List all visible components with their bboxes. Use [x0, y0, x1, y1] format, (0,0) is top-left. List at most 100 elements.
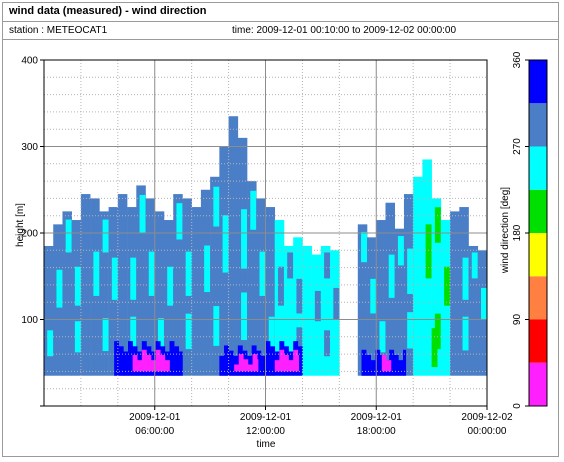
data-cell: [386, 360, 392, 372]
x-tick-label: 18:00:00: [357, 426, 396, 437]
data-column: [173, 194, 183, 376]
colorbar-bin: [529, 189, 547, 233]
x-tick-label: 2009-12-01: [129, 412, 181, 423]
y-tick-label: 400: [21, 56, 38, 67]
data-cell: [102, 219, 109, 253]
colorbar-title: wind direction [deg]: [500, 187, 511, 274]
data-cell: [56, 269, 63, 308]
data-cell: [259, 251, 266, 296]
data-column: [228, 116, 239, 376]
data-cell: [185, 251, 192, 296]
colorbar-tick-label: 270: [512, 138, 523, 155]
data-cell: [297, 346, 303, 376]
data-cell: [381, 354, 387, 372]
data-cell: [157, 318, 164, 352]
data-column: [265, 207, 276, 376]
data-column: [283, 245, 294, 376]
data-cell: [169, 341, 175, 376]
data-column: [431, 198, 442, 376]
x-tick-label: 00:00:00: [468, 426, 507, 437]
data-cell: [257, 359, 259, 372]
data-cell: [436, 333, 438, 368]
data-cell: [314, 290, 321, 322]
data-cell: [379, 321, 386, 353]
data-cell: [222, 215, 229, 273]
data-cell: [324, 252, 331, 279]
data-cell: [370, 278, 377, 314]
data-cell: [370, 360, 376, 376]
data-cell: [174, 346, 180, 376]
data-column: [320, 245, 331, 376]
data-column: [210, 176, 220, 376]
colorbar-tick-label: 90: [512, 314, 523, 326]
x-tick-label: 12:00:00: [246, 426, 285, 437]
data-cell: [247, 364, 253, 372]
data-cell: [288, 360, 294, 372]
data-cell: [407, 312, 414, 349]
data-cell: [444, 266, 451, 306]
data-cell: [213, 186, 220, 227]
data-cell: [148, 251, 155, 296]
data-column: [376, 220, 386, 376]
data-column: [136, 185, 146, 376]
data-cell: [324, 330, 331, 357]
colorbar-bin: [529, 103, 547, 147]
data-cell: [296, 327, 303, 355]
colorbar-bin: [529, 276, 547, 320]
chart-info-bar: station : METEOCAT1 time: 2009-12-01 00:…: [3, 22, 558, 40]
y-tick-label: 200: [21, 229, 38, 240]
data-cell: [462, 257, 469, 300]
colorbar-tick-label: 0: [512, 403, 523, 409]
data-cell: [123, 351, 129, 376]
data-cell: [178, 351, 183, 376]
data-cell: [361, 349, 367, 376]
data-cell: [279, 349, 285, 372]
data-cell: [102, 318, 109, 352]
colorbar-bin: [529, 60, 547, 104]
data-cell: [268, 316, 275, 351]
data-cell: [167, 266, 174, 306]
data-cell: [425, 224, 432, 279]
data-cell: [111, 257, 118, 300]
data-column: [302, 245, 312, 376]
chart-panel: [2, 2, 559, 457]
data-cell: [333, 287, 340, 320]
data-column: [357, 224, 368, 376]
data-cell: [176, 203, 183, 240]
x-tick-label: 06:00:00: [135, 426, 174, 437]
station-label: station : METEOCAT1: [9, 25, 108, 36]
x-tick-label: 2009-12-01: [351, 412, 403, 423]
x-tick-label: 2009-12-01: [240, 412, 292, 423]
data-cell: [238, 354, 244, 372]
data-cell: [297, 354, 300, 372]
data-cell: [146, 354, 152, 372]
time-range-label: time: 2009-12-01 00:10:00 to 2009-12-02 …: [232, 25, 457, 36]
x-tick-label: 2009-12-02: [461, 412, 513, 423]
data-cell: [132, 354, 138, 372]
data-cell: [204, 245, 211, 293]
colorbar-tick-label: 180: [512, 224, 523, 241]
data-cell: [265, 341, 271, 376]
colorbar-tick-label: 360: [512, 51, 523, 68]
data-cell: [74, 266, 81, 306]
chart-title: wind data (measured) - wind direction: [9, 5, 207, 17]
chart-title-bar: wind data (measured) - wind direction: [3, 3, 558, 22]
data-cell: [241, 209, 248, 269]
data-cell: [375, 349, 381, 376]
colorbar-bin: [529, 362, 547, 406]
data-cell: [250, 190, 257, 230]
data-cell: [164, 360, 170, 372]
x-axis-title: time: [257, 439, 276, 450]
colorbar-bin: [529, 233, 547, 277]
y-axis-title: height [m]: [15, 203, 26, 247]
data-cell: [388, 254, 395, 298]
data-cell: [65, 219, 72, 253]
data-cell: [93, 251, 100, 296]
colorbar-bin: [529, 146, 547, 190]
data-cell: [287, 252, 294, 279]
data-column: [247, 181, 257, 376]
data-cell: [219, 355, 225, 376]
y-tick-label: 300: [21, 142, 38, 153]
data-cell: [223, 345, 229, 376]
